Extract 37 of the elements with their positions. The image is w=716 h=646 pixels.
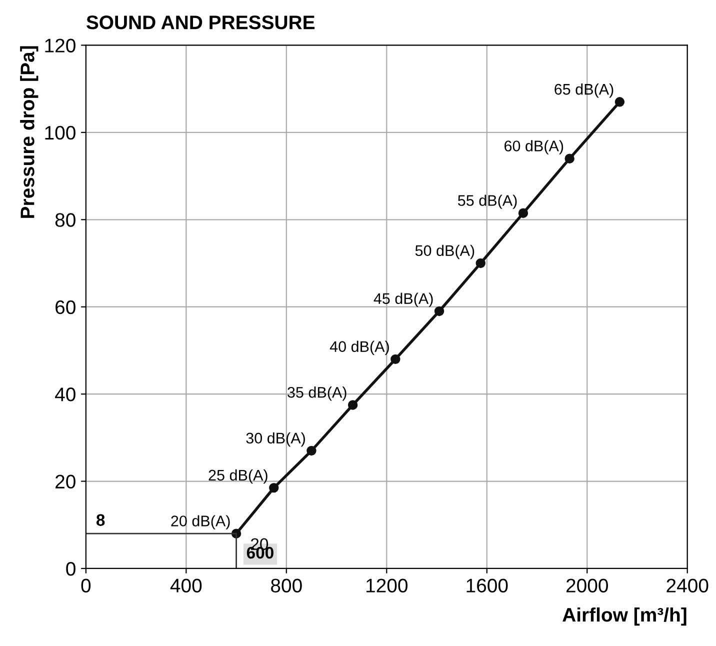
point bbox=[390, 354, 400, 364]
point bbox=[564, 154, 574, 164]
annotation: 65 dB(A) bbox=[554, 84, 614, 98]
annotation: 25 dB(A) bbox=[208, 469, 268, 484]
chart-title: SOUND AND PRESSURE bbox=[86, 15, 315, 30]
y-axis-title: Pressure drop [Pa] bbox=[20, 46, 38, 218]
point bbox=[306, 446, 316, 456]
x-tick-label: 1200 bbox=[366, 578, 408, 592]
annotation: 35 dB(A) bbox=[288, 386, 346, 401]
x-tick-label: 2000 bbox=[566, 578, 608, 592]
x-tick-label: 1600 bbox=[466, 578, 508, 592]
y-tick-label: 40 bbox=[55, 388, 76, 402]
y-tick-label: 20 bbox=[56, 474, 76, 489]
point bbox=[348, 400, 358, 410]
y-tick-label: 80 bbox=[55, 213, 76, 227]
x-axis-title: Airflow [m³/h] bbox=[562, 607, 686, 626]
point bbox=[434, 306, 444, 316]
x-tick-label: 400 bbox=[170, 578, 202, 592]
annotation: 20 dB(A) bbox=[171, 515, 230, 530]
annotation: 55 dB(A) bbox=[458, 194, 517, 209]
annotation: 40 dB(A) bbox=[330, 340, 389, 355]
ref-line-label: 8 bbox=[96, 514, 105, 526]
x-tick-label: 2400 bbox=[666, 578, 708, 592]
point bbox=[269, 482, 279, 493]
x-tick-label: 0 bbox=[81, 578, 91, 592]
point bbox=[518, 208, 528, 218]
point bbox=[614, 97, 625, 107]
annotation: 30 dB(A) bbox=[246, 432, 305, 447]
y-tick-label: 0 bbox=[66, 562, 76, 576]
annotation: 50 dB(A) bbox=[415, 244, 474, 260]
y-tick-label: 100 bbox=[45, 126, 76, 140]
annotation: 45 dB(A) bbox=[374, 292, 433, 308]
point bbox=[476, 258, 486, 268]
x-tick-label: 800 bbox=[271, 578, 302, 592]
y-tick-label: 60 bbox=[56, 300, 76, 314]
y-tick-label: 120 bbox=[45, 38, 76, 52]
annotation: 60 dB(A) bbox=[504, 140, 564, 154]
